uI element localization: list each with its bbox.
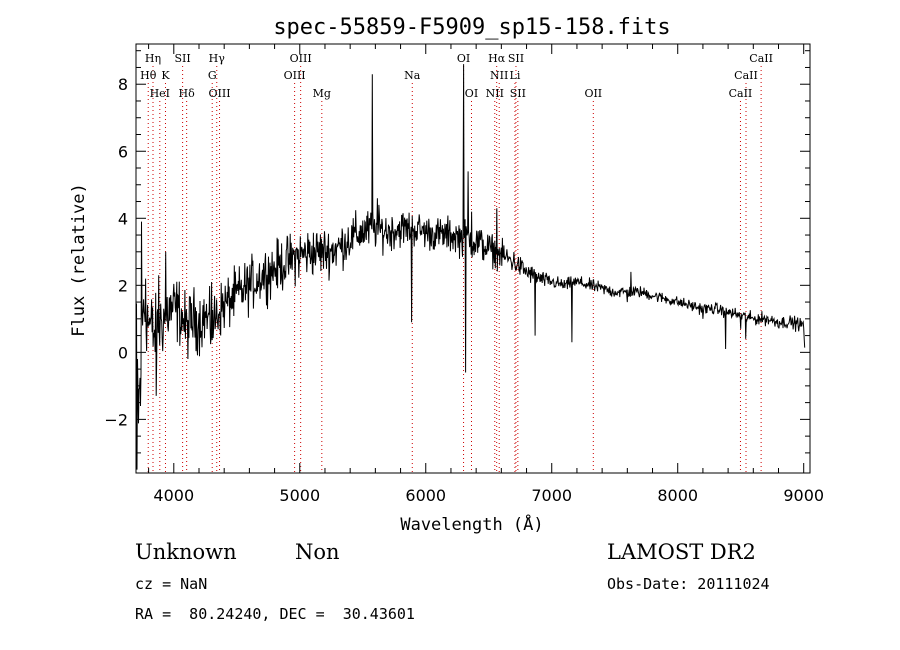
object-subclass: Non <box>295 540 340 564</box>
y-tick-label: −2 <box>104 410 128 429</box>
line-marker-label: SII <box>510 87 526 100</box>
line-marker-label: OI <box>465 87 478 100</box>
line-marker-label: OI <box>457 52 470 65</box>
line-marker-label: SII <box>174 52 190 65</box>
x-tick-label: 5000 <box>279 486 320 505</box>
chart-title: spec-55859-F5909_sp15-158.fits <box>273 15 670 40</box>
line-marker-label: Hα <box>488 52 506 65</box>
line-marker-label: SII <box>508 52 524 65</box>
line-marker-label: OIII <box>208 87 230 100</box>
line-marker-label: NII <box>490 69 508 82</box>
line-marker-label: OIII <box>290 52 312 65</box>
x-tick-label: 4000 <box>153 486 194 505</box>
axes: 4000 5000 6000 7000 8000 9000 −2 0 2 4 6 8 <box>104 43 824 505</box>
survey-name: LAMOST DR2 <box>607 540 756 564</box>
y-tick-label: 4 <box>118 209 128 228</box>
redshift-cz: cz = NaN <box>135 575 208 593</box>
x-tick-label: 8000 <box>657 486 698 505</box>
y-tick-label: 2 <box>118 276 128 295</box>
x-axis-label: Wavelength (Å) <box>400 513 543 535</box>
line-marker-label: Na <box>404 69 421 82</box>
line-marker-label: K <box>161 69 170 82</box>
y-tick-label: 0 <box>118 343 128 362</box>
line-marker-label: OIII <box>284 69 306 82</box>
line-marker-label: Hθ <box>140 69 157 82</box>
line-marker-label: G <box>208 69 217 82</box>
x-tick-label: 9000 <box>783 486 824 505</box>
y-tick-label: 6 <box>118 142 128 161</box>
line-marker-label: NII <box>486 87 504 100</box>
line-marker-label: CaII <box>734 69 758 82</box>
line-marker-label: Hη <box>145 52 161 65</box>
y-axis-label: Flux (relative) <box>69 183 89 337</box>
line-marker-label: Li <box>510 69 521 82</box>
y-tick-label: 8 <box>118 75 128 94</box>
plot-frame <box>135 43 811 474</box>
line-marker-label: Hγ <box>209 52 226 65</box>
line-marker-label: CaII <box>729 87 753 100</box>
line-marker-label: HeI <box>150 87 170 100</box>
line-marker-label: OII <box>584 87 602 100</box>
line-marker-label: Mg <box>313 87 331 100</box>
x-tick-label: 6000 <box>405 486 446 505</box>
spectrum-line <box>135 64 806 470</box>
line-marker-label: Hδ <box>179 87 196 100</box>
coordinates: RA = 80.24240, DEC = 30.43601 <box>135 605 415 623</box>
object-class: Unknown <box>135 540 237 564</box>
x-tick-label: 7000 <box>531 486 572 505</box>
line-marker-label: CaII <box>749 52 773 65</box>
obs-date: Obs-Date: 20111024 <box>607 575 770 593</box>
